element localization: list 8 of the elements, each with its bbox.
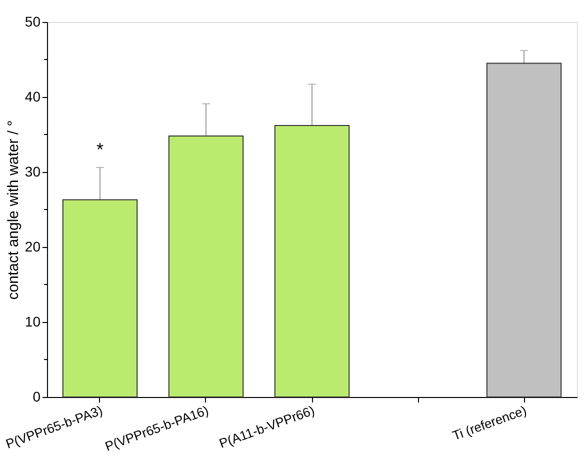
y-tick-label: 20 bbox=[24, 238, 41, 254]
y-tick-label: 50 bbox=[24, 14, 41, 30]
annotation: * bbox=[96, 140, 104, 160]
y-tick-label: 0 bbox=[32, 388, 41, 404]
y-axis-title: contact angle with water / ° bbox=[4, 120, 22, 300]
y-tick-label: 30 bbox=[24, 164, 41, 180]
y-tick-label: 10 bbox=[24, 314, 41, 330]
y-tick-label: 40 bbox=[24, 88, 41, 104]
